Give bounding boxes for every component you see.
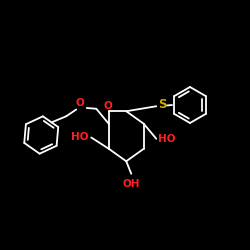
- Text: O: O: [76, 98, 84, 108]
- Text: S: S: [158, 98, 167, 112]
- Text: HO: HO: [158, 134, 176, 144]
- Text: O: O: [103, 101, 112, 111]
- Text: OH: OH: [122, 179, 140, 189]
- Text: HO: HO: [71, 132, 89, 142]
